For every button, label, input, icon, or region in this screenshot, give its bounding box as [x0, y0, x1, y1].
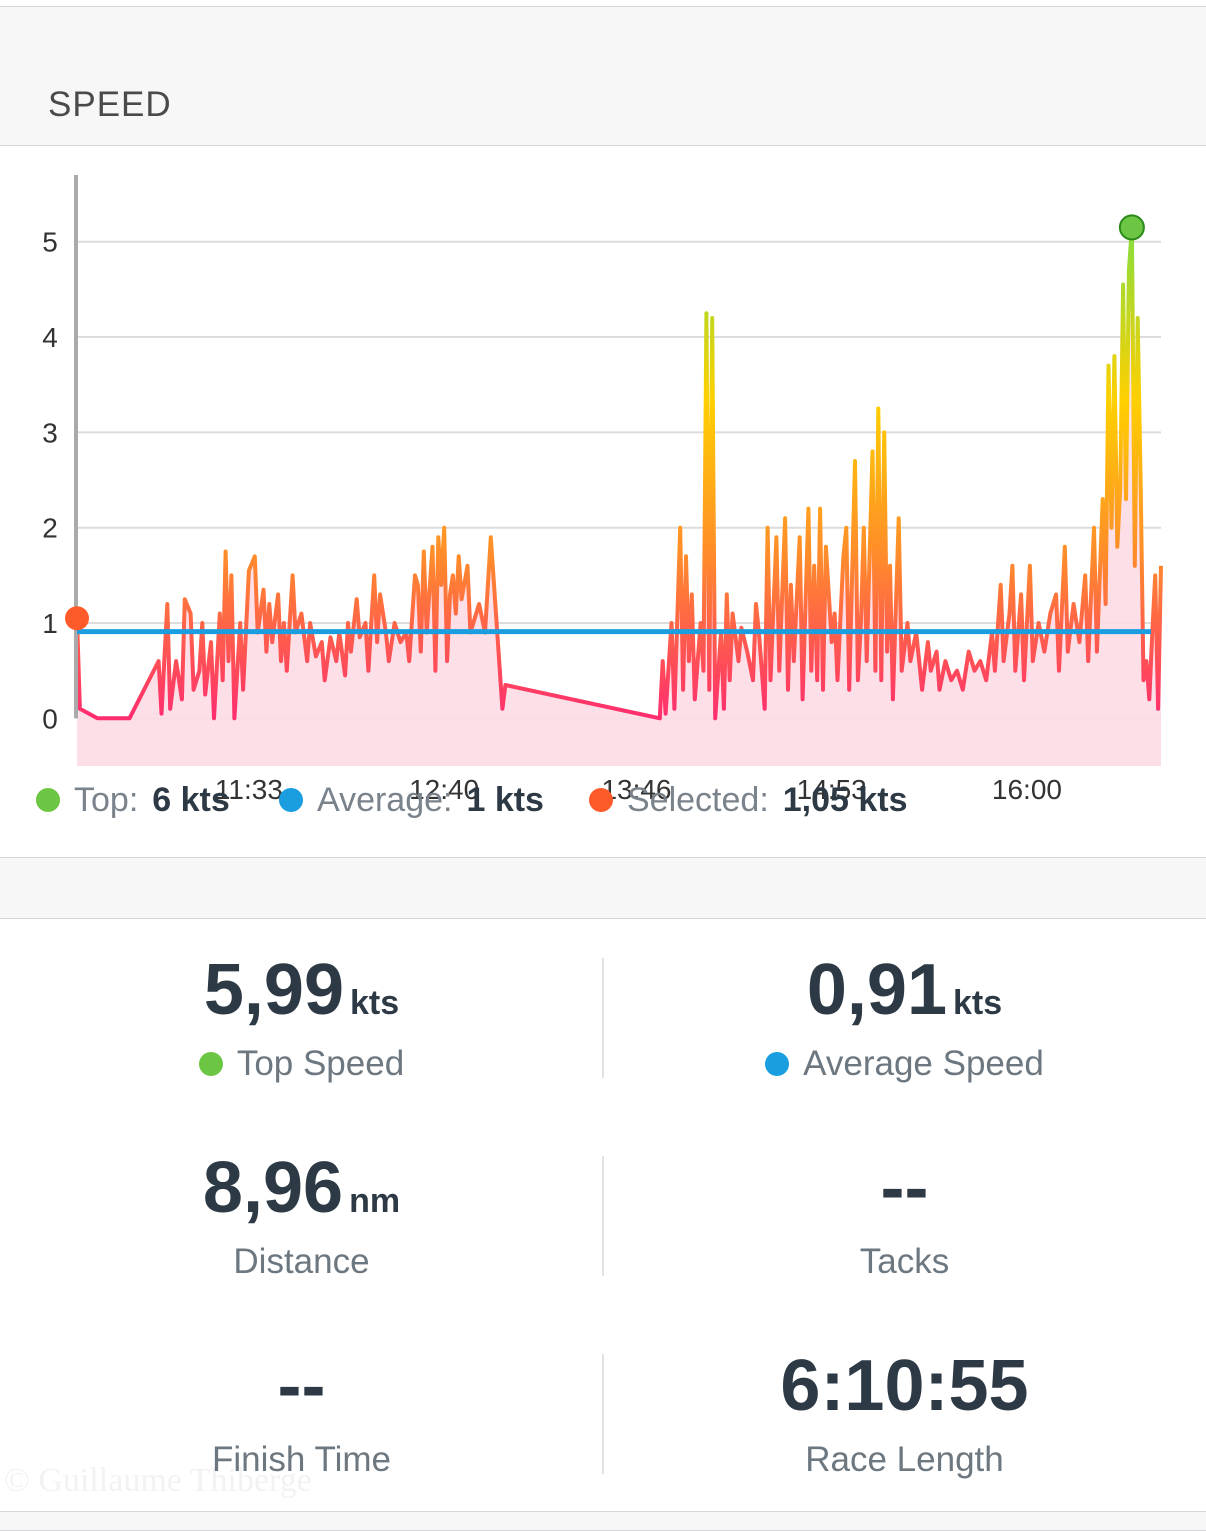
stat: 0,91 kts Average Speed	[603, 950, 1206, 1084]
stat-value: --	[0, 1346, 603, 1426]
stat-label-row: Race Length	[603, 1440, 1206, 1480]
divider	[602, 958, 604, 1078]
y-tick-label: 2	[42, 513, 58, 544]
separator	[0, 857, 1206, 919]
stat-number: 5,99	[203, 950, 344, 1030]
section-title: SPEED	[48, 85, 172, 124]
stat-unit: kts	[350, 984, 400, 1022]
legend-label: Average:	[317, 781, 452, 819]
stat-value: 6:10:55	[603, 1346, 1206, 1426]
stat-number: --	[880, 1148, 929, 1228]
stat-label: Average Speed	[803, 1044, 1044, 1083]
stat-number: 8,96	[202, 1148, 344, 1228]
stat-label: Top Speed	[236, 1044, 405, 1083]
stat: -- Tacks	[603, 1148, 1206, 1282]
stat-number: --	[277, 1346, 326, 1426]
legend-dot	[589, 788, 613, 812]
legend-entry: Top: 6 kts	[74, 781, 230, 819]
x-tick-label: 14:53	[797, 774, 867, 805]
speed-line	[75, 225, 1163, 721]
x-tick-label: 13:46	[601, 774, 671, 805]
stat-dot	[765, 1052, 790, 1076]
y-tick-label: 5	[42, 227, 58, 258]
stat-value: --	[603, 1148, 1206, 1228]
legend-value: 6 kts	[152, 781, 230, 819]
stat-number: 0,91	[806, 950, 947, 1030]
stat-label-row: Finish Time	[0, 1440, 603, 1480]
stat: 5,99 kts Top Speed	[0, 950, 603, 1084]
x-tick-label: 12:40	[409, 774, 479, 805]
stat: 8,96 nm Distance	[0, 1148, 603, 1282]
y-tick-label: 0	[42, 703, 58, 734]
stat-label-row: Top Speed	[0, 1044, 603, 1084]
section-header: SPEED	[0, 6, 1206, 146]
stat-label-row: Average Speed	[603, 1044, 1206, 1084]
stat-label: Finish Time	[212, 1440, 391, 1479]
stat: -- Finish Time	[0, 1346, 603, 1480]
stat-label: Race Length	[805, 1440, 1004, 1479]
speed-chart: 0 1 2 3 4 5 11:33 12:40 13:46 14:53 16:00 Top: 6 kts…	[36, 175, 1163, 819]
legend-value: 1 kts	[466, 781, 544, 819]
stat-value: 5,99 kts	[0, 950, 603, 1030]
stat-label-row: Tacks	[603, 1242, 1206, 1282]
x-tick-label: 11:33	[215, 774, 283, 805]
legend-value: 1,05 kts	[783, 781, 908, 819]
divider	[602, 1354, 604, 1474]
legend-label: Selected:	[627, 781, 769, 819]
stat-unit: kts	[953, 984, 1003, 1022]
divider	[602, 1156, 604, 1276]
y-tick-label: 4	[42, 322, 58, 353]
speed-area	[77, 227, 1161, 766]
stat-label: Tacks	[859, 1242, 950, 1281]
stat-dot	[198, 1052, 223, 1076]
selected-marker	[65, 606, 89, 631]
stat-number: 6:10:55	[780, 1346, 1029, 1426]
y-tick-label: 3	[42, 417, 58, 448]
y-tick-label: 1	[42, 608, 58, 639]
stat: 6:10:55 Race Length	[603, 1346, 1206, 1480]
legend-dot	[279, 788, 303, 812]
stat-value: 0,91 kts	[603, 950, 1206, 1030]
legend-dot	[36, 788, 60, 812]
x-tick-label: 16:00	[992, 774, 1062, 805]
stat-label-row: Distance	[0, 1242, 603, 1282]
legend-entry: Selected: 1,05 kts	[627, 781, 908, 819]
footer-band	[0, 1511, 1206, 1531]
legend-label: Top:	[74, 781, 138, 819]
watermark: © Guillaume Thiberge	[4, 1462, 312, 1499]
stat-value: 8,96 nm	[0, 1148, 603, 1228]
legend-entry: Average: 1 kts	[317, 781, 544, 819]
stat-unit: nm	[349, 1182, 401, 1220]
stat-label: Distance	[233, 1242, 370, 1281]
top-marker	[1118, 214, 1145, 241]
